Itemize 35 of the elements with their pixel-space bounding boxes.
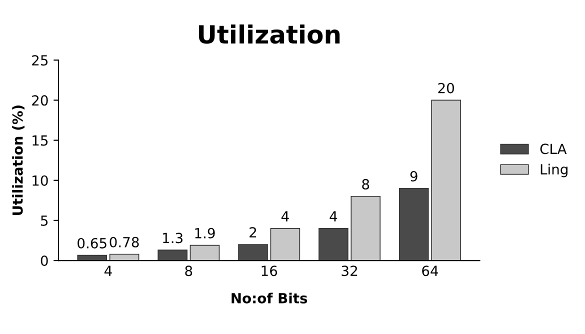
x-tick-label: 64 [422, 266, 438, 276]
legend-label: CLA [540, 144, 567, 154]
x-tick-label: 16 [262, 266, 278, 276]
data-label: 4 [330, 211, 338, 222]
legend-label: Ling [540, 164, 568, 178]
y-tick-label: 20 [32, 95, 48, 106]
y-axis-title: Utilization (%) [12, 106, 24, 216]
data-label: 4 [281, 211, 289, 222]
x-tick-label: 32 [342, 266, 357, 276]
bar [77, 254, 108, 261]
bar [431, 100, 461, 261]
x-tick-label: 4 [104, 266, 112, 276]
data-label: 1.3 [163, 232, 182, 244]
data-label: 9 [410, 171, 418, 182]
x-axis-title: No:of Bits [232, 292, 308, 304]
data-label: 20 [438, 82, 454, 94]
bar [270, 228, 300, 261]
data-label: 1.9 [195, 228, 215, 238]
bar [350, 196, 381, 261]
y-tick-label: 5 [41, 216, 48, 226]
data-label: 0.78 [110, 236, 139, 248]
bar [190, 244, 220, 261]
y-tick-label: 15 [32, 135, 48, 146]
data-label: 2 [250, 227, 256, 238]
bar [318, 228, 348, 261]
y-tick-label: 0 [40, 255, 48, 266]
y-tick-label: 10 [32, 175, 48, 186]
bar [158, 250, 188, 261]
data-label: 8 [362, 179, 370, 190]
bar [238, 244, 268, 261]
x-tick-label: 8 [185, 266, 192, 276]
chart-title: Utilization [198, 24, 340, 44]
bar [399, 188, 429, 261]
data-label: 0.65 [78, 238, 106, 248]
y-tick-label: 25 [32, 55, 48, 66]
